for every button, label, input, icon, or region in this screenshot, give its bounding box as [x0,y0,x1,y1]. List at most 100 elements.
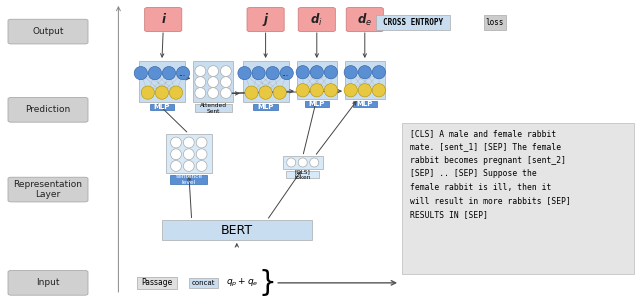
Bar [139,61,185,101]
Text: i: i [161,13,165,26]
Ellipse shape [195,88,205,98]
Text: BERT: BERT [221,224,253,237]
Ellipse shape [141,86,154,99]
Text: loss: loss [486,18,504,27]
Ellipse shape [221,88,231,98]
Ellipse shape [208,66,218,76]
Text: d$_e$: d$_e$ [357,11,372,28]
Ellipse shape [184,137,194,148]
Bar [137,277,177,289]
Text: sentence
level: sentence level [175,174,202,185]
Bar [353,101,377,107]
Text: ...: ... [178,69,185,78]
Ellipse shape [184,149,194,160]
Bar [150,104,174,110]
Ellipse shape [184,160,194,171]
Ellipse shape [238,67,251,80]
Ellipse shape [170,86,182,99]
Bar [283,157,323,169]
FancyBboxPatch shape [145,8,182,32]
Text: Prediction: Prediction [26,105,70,114]
Bar [189,278,218,288]
Bar [345,61,385,98]
Text: j: j [264,13,268,26]
Ellipse shape [221,66,231,76]
Ellipse shape [372,66,385,79]
Ellipse shape [171,160,181,171]
Text: Input: Input [36,278,60,287]
Text: [CLS] A male and female rabbit
mate. [sent_1] [SEP] The female
rabbit becomes pr: [CLS] A male and female rabbit mate. [se… [410,129,570,219]
Bar [376,15,450,30]
Text: [CLS]
token: [CLS] token [294,169,311,180]
Text: Representation
Layer: Representation Layer [13,180,83,199]
FancyBboxPatch shape [346,8,383,32]
Bar [286,171,319,178]
Text: Attended
Sent: Attended Sent [200,103,227,113]
Bar [402,123,634,274]
Ellipse shape [310,84,323,97]
FancyBboxPatch shape [247,8,284,32]
Ellipse shape [298,158,307,167]
Bar [297,61,337,98]
Text: Output: Output [32,27,64,36]
Ellipse shape [324,84,337,97]
Text: MLP: MLP [308,101,325,107]
Bar [166,134,212,173]
Bar [170,175,207,184]
Ellipse shape [344,84,357,97]
Text: concat: concat [192,280,215,286]
FancyBboxPatch shape [8,177,88,202]
Ellipse shape [171,137,181,148]
Ellipse shape [296,66,309,79]
Ellipse shape [195,66,205,76]
Text: $q_p + q_e$: $q_p + q_e$ [226,277,258,289]
Ellipse shape [259,86,272,99]
Ellipse shape [296,84,309,97]
Bar [484,15,506,30]
Ellipse shape [372,84,385,97]
Ellipse shape [156,86,168,99]
Text: MLP: MLP [154,104,170,110]
Ellipse shape [196,160,207,171]
FancyBboxPatch shape [8,19,88,44]
Ellipse shape [266,67,279,80]
Bar [243,61,289,101]
Text: Passage: Passage [141,278,172,287]
Bar [161,220,312,240]
Ellipse shape [245,86,258,99]
Ellipse shape [280,67,293,80]
Ellipse shape [358,84,371,97]
Ellipse shape [171,149,181,160]
Text: }: } [259,269,276,297]
FancyBboxPatch shape [8,98,88,122]
Ellipse shape [310,66,323,79]
Ellipse shape [221,77,231,88]
Ellipse shape [163,67,175,80]
Ellipse shape [177,67,189,80]
Ellipse shape [208,88,218,98]
Bar [195,104,232,112]
Ellipse shape [273,86,286,99]
Text: MLP: MLP [257,104,274,110]
Text: ...: ... [282,69,289,78]
Ellipse shape [208,77,218,88]
Ellipse shape [195,77,205,88]
Ellipse shape [358,66,371,79]
Ellipse shape [134,67,147,80]
Text: CROSS ENTROPY: CROSS ENTROPY [383,18,443,27]
FancyBboxPatch shape [8,271,88,295]
Ellipse shape [148,67,161,80]
Ellipse shape [252,67,265,80]
Bar [253,104,278,110]
FancyBboxPatch shape [298,8,335,32]
Ellipse shape [196,137,207,148]
Bar [193,61,233,101]
Bar [305,101,329,107]
Text: d$_i$: d$_i$ [310,11,323,28]
Ellipse shape [324,66,337,79]
Ellipse shape [310,158,319,167]
Ellipse shape [196,149,207,160]
Ellipse shape [287,158,296,167]
Text: MLP: MLP [356,101,373,107]
Ellipse shape [344,66,357,79]
